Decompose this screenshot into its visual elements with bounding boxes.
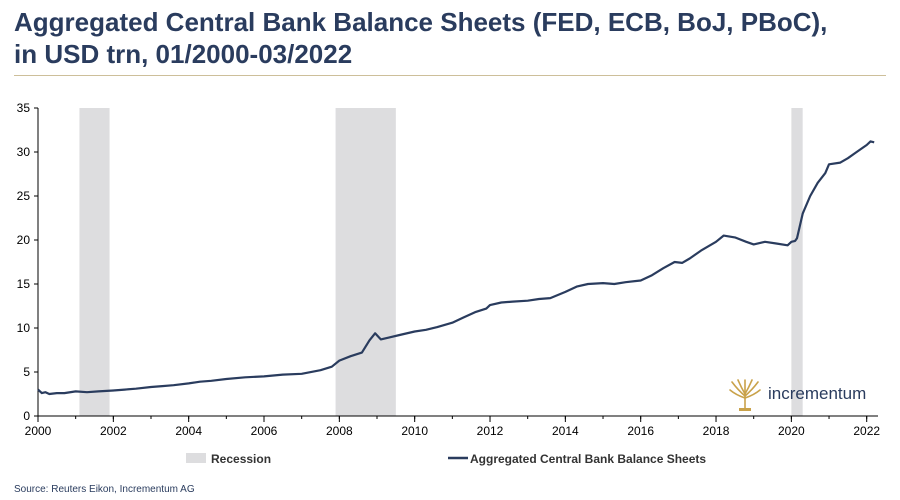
x-tick-label: 2000: [25, 424, 52, 438]
chart-legend: Recession Aggregated Central Bank Balance…: [186, 452, 706, 466]
series-line-aggregated-balance-sheets: [37, 140, 875, 396]
x-tick-label: 2016: [627, 424, 654, 438]
title-line-1: Aggregated Central Bank Balance Sheets (…: [14, 7, 828, 37]
series-layer: [37, 140, 875, 396]
x-tick-label: 2022: [853, 424, 880, 438]
recession-band-1: [79, 108, 110, 416]
y-tick-label: 5: [23, 365, 30, 379]
x-tick-label: 2010: [401, 424, 428, 438]
y-tick-label: 35: [17, 101, 31, 115]
legend-recession-label: Recession: [211, 452, 271, 466]
legend-line-label: Aggregated Central Bank Balance Sheets: [470, 452, 706, 466]
y-tick-label: 0: [23, 409, 30, 423]
logo-wordmark: incrementum: [768, 384, 867, 403]
x-tick-label: 2002: [100, 424, 127, 438]
y-tick-label: 15: [17, 277, 31, 291]
x-tick-label: 2020: [778, 424, 805, 438]
x-tick-label: 2018: [703, 424, 730, 438]
x-tick-label: 2008: [326, 424, 353, 438]
recession-band-2: [335, 108, 396, 416]
title-divider: [14, 75, 886, 76]
y-tick-label: 20: [17, 233, 31, 247]
chart-axes: 0 5 10 15 20 25 30 35 2000 2002 2004 2006 2008 2010 20…: [17, 101, 881, 438]
y-tick-label: 25: [17, 189, 31, 203]
source-note: Source: Reuters Eikon, Incrementum AG: [14, 484, 195, 495]
x-tick-label: 2006: [251, 424, 278, 438]
tree-logo-icon: [729, 379, 761, 411]
y-tick-label: 10: [17, 321, 31, 335]
recession-bands: [79, 108, 803, 416]
x-tick-label: 2012: [477, 424, 504, 438]
y-tick-label: 30: [17, 145, 31, 159]
chart-title: Aggregated Central Bank Balance Sheets (…: [14, 6, 884, 70]
title-line-2: in USD trn, 01/2000-03/2022: [14, 39, 353, 69]
legend-recession-swatch: [186, 453, 206, 463]
recession-band-3: [791, 108, 803, 416]
incrementum-logo: incrementum: [728, 378, 878, 414]
x-tick-label: 2014: [552, 424, 579, 438]
x-tick-label: 2004: [175, 424, 202, 438]
